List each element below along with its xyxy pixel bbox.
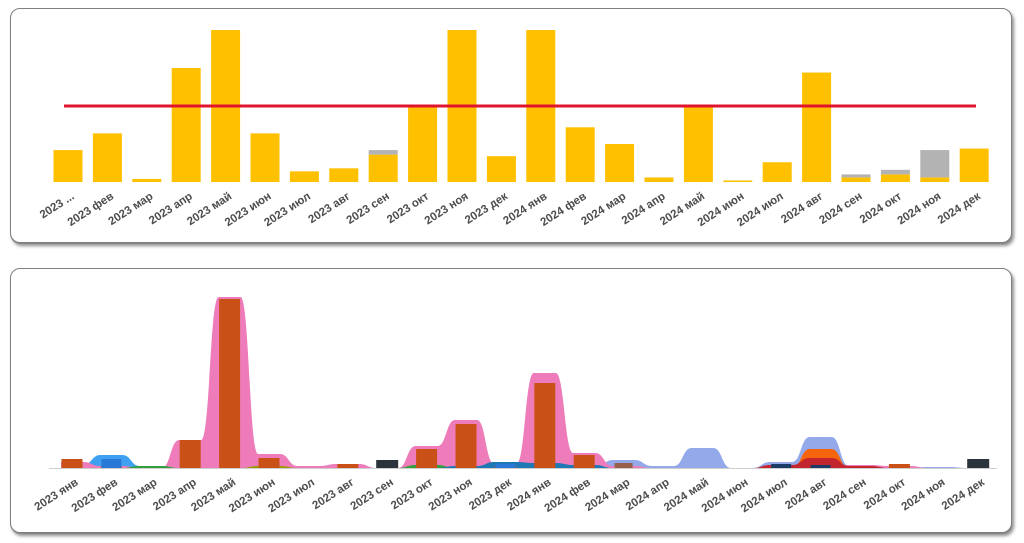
- x-axis-label: 2023 сен: [345, 190, 392, 227]
- brick-bar: [61, 459, 83, 468]
- brick-bar: [573, 455, 595, 468]
- x-axis-label: 2023 сен: [349, 476, 396, 513]
- brick-bar: [258, 458, 280, 468]
- x-axis-label: 2023 авг: [310, 476, 356, 512]
- periwinkle-area: [61, 437, 990, 468]
- yellow-bar: [53, 150, 83, 182]
- yellow-bar: [762, 162, 792, 182]
- yellow-bar: [644, 177, 674, 182]
- brick-bar: [219, 299, 241, 468]
- x-axis-label: 2023 ноя: [423, 190, 471, 227]
- yellow-bar: [605, 144, 635, 182]
- x-axis-label: 2024 ноя: [900, 476, 948, 513]
- x-axis-label: 2023 мар: [110, 476, 159, 514]
- navy-bar: [771, 464, 792, 468]
- stream-chart-panel: 2023 янв 2023 фев 2023 мар 2023 апр 2023 май…: [10, 268, 1012, 533]
- charcoal-bar: [376, 460, 399, 468]
- charcoal-bar: [967, 459, 990, 468]
- orange-area: [61, 449, 990, 468]
- gray-bar-segment: [880, 169, 910, 175]
- steelblue-area: [61, 462, 990, 468]
- brick-bar: [455, 424, 477, 468]
- yellow-bar: [329, 168, 359, 182]
- brick-bar: [179, 440, 201, 468]
- blue-bar: [495, 464, 516, 468]
- yellow-bar: [959, 148, 989, 182]
- yellow-bar: [880, 174, 910, 182]
- x-axis-label: 2023 ноя: [427, 476, 475, 513]
- yellow-bar: [408, 107, 438, 182]
- brick-bar: [337, 464, 359, 468]
- yellow-bar: [132, 178, 162, 182]
- yellow-bar: [723, 180, 753, 182]
- x-axis-label: 2024 мар: [579, 190, 628, 228]
- x-axis-label: 2024 сен: [817, 190, 864, 227]
- yellow-bar: [486, 156, 516, 182]
- yellow-bar: [289, 171, 319, 182]
- yellow-bar: [683, 104, 713, 182]
- yellow-bar: [802, 72, 832, 182]
- bar-chart-panel: 2023 ... 2023 фев 2023 мар 2023 апр 2023 май…: [10, 8, 1012, 243]
- green-area: [61, 465, 990, 468]
- x-axis-label: 2024 ноя: [896, 190, 944, 227]
- brick-bar: [534, 383, 556, 468]
- yellow-bar: [920, 177, 950, 182]
- x-axis-label: 2023 мар: [106, 190, 155, 228]
- gray-bar-segment: [920, 150, 950, 178]
- navy-bar: [810, 465, 831, 468]
- yellow-bar: [841, 177, 871, 182]
- x-axis-label: 2024 мар: [583, 476, 632, 514]
- crimson-area: [61, 458, 990, 468]
- yellow-bar: [171, 68, 201, 182]
- pink-area: [61, 297, 990, 468]
- gray-bar-segment: [841, 174, 871, 178]
- yellow-bar: [92, 133, 122, 182]
- x-axis-label: 2024 сен: [821, 476, 868, 513]
- brown-bar: [614, 463, 633, 468]
- yellow-bar: [368, 154, 398, 182]
- brick-bar: [416, 449, 438, 468]
- gray-bar-segment: [368, 150, 398, 155]
- brick-bar: [888, 464, 910, 468]
- x-axis-label: 2024 авг: [779, 190, 825, 226]
- x-axis-label: 2024 авг: [783, 476, 829, 512]
- x-axis-label: 2023 авг: [306, 190, 352, 226]
- x-axis-label: 2024 дек: [940, 476, 987, 512]
- x-axis-label: 2024 дек: [936, 190, 983, 226]
- yellow-bar: [250, 133, 280, 182]
- blue-bar: [101, 459, 122, 468]
- yellow-bar: [565, 127, 595, 182]
